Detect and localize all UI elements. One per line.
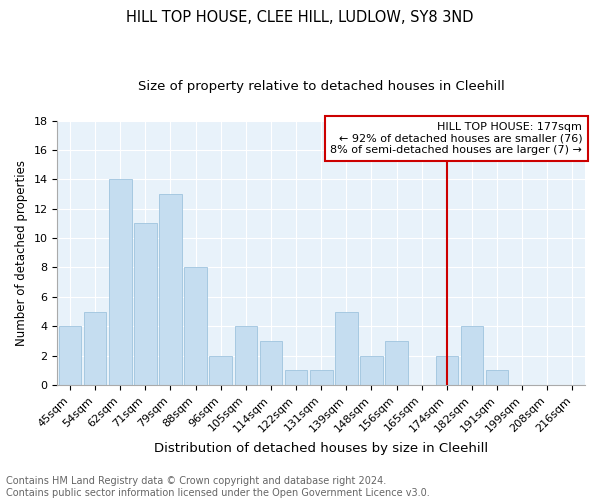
Text: Contains HM Land Registry data © Crown copyright and database right 2024.
Contai: Contains HM Land Registry data © Crown c… <box>6 476 430 498</box>
Text: HILL TOP HOUSE: 177sqm
← 92% of detached houses are smaller (76)
8% of semi-deta: HILL TOP HOUSE: 177sqm ← 92% of detached… <box>331 122 583 155</box>
Bar <box>285 370 307 385</box>
Bar <box>159 194 182 385</box>
Title: Size of property relative to detached houses in Cleehill: Size of property relative to detached ho… <box>138 80 505 93</box>
Bar <box>109 180 131 385</box>
Y-axis label: Number of detached properties: Number of detached properties <box>15 160 28 346</box>
Bar <box>385 341 408 385</box>
Bar <box>360 356 383 385</box>
Bar <box>310 370 332 385</box>
Bar <box>486 370 508 385</box>
Bar <box>260 341 282 385</box>
X-axis label: Distribution of detached houses by size in Cleehill: Distribution of detached houses by size … <box>154 442 488 455</box>
Text: HILL TOP HOUSE, CLEE HILL, LUDLOW, SY8 3ND: HILL TOP HOUSE, CLEE HILL, LUDLOW, SY8 3… <box>126 10 474 25</box>
Bar <box>134 224 157 385</box>
Bar <box>436 356 458 385</box>
Bar <box>209 356 232 385</box>
Bar <box>59 326 81 385</box>
Bar <box>335 312 358 385</box>
Bar <box>461 326 483 385</box>
Bar <box>84 312 106 385</box>
Bar <box>184 268 207 385</box>
Bar <box>235 326 257 385</box>
